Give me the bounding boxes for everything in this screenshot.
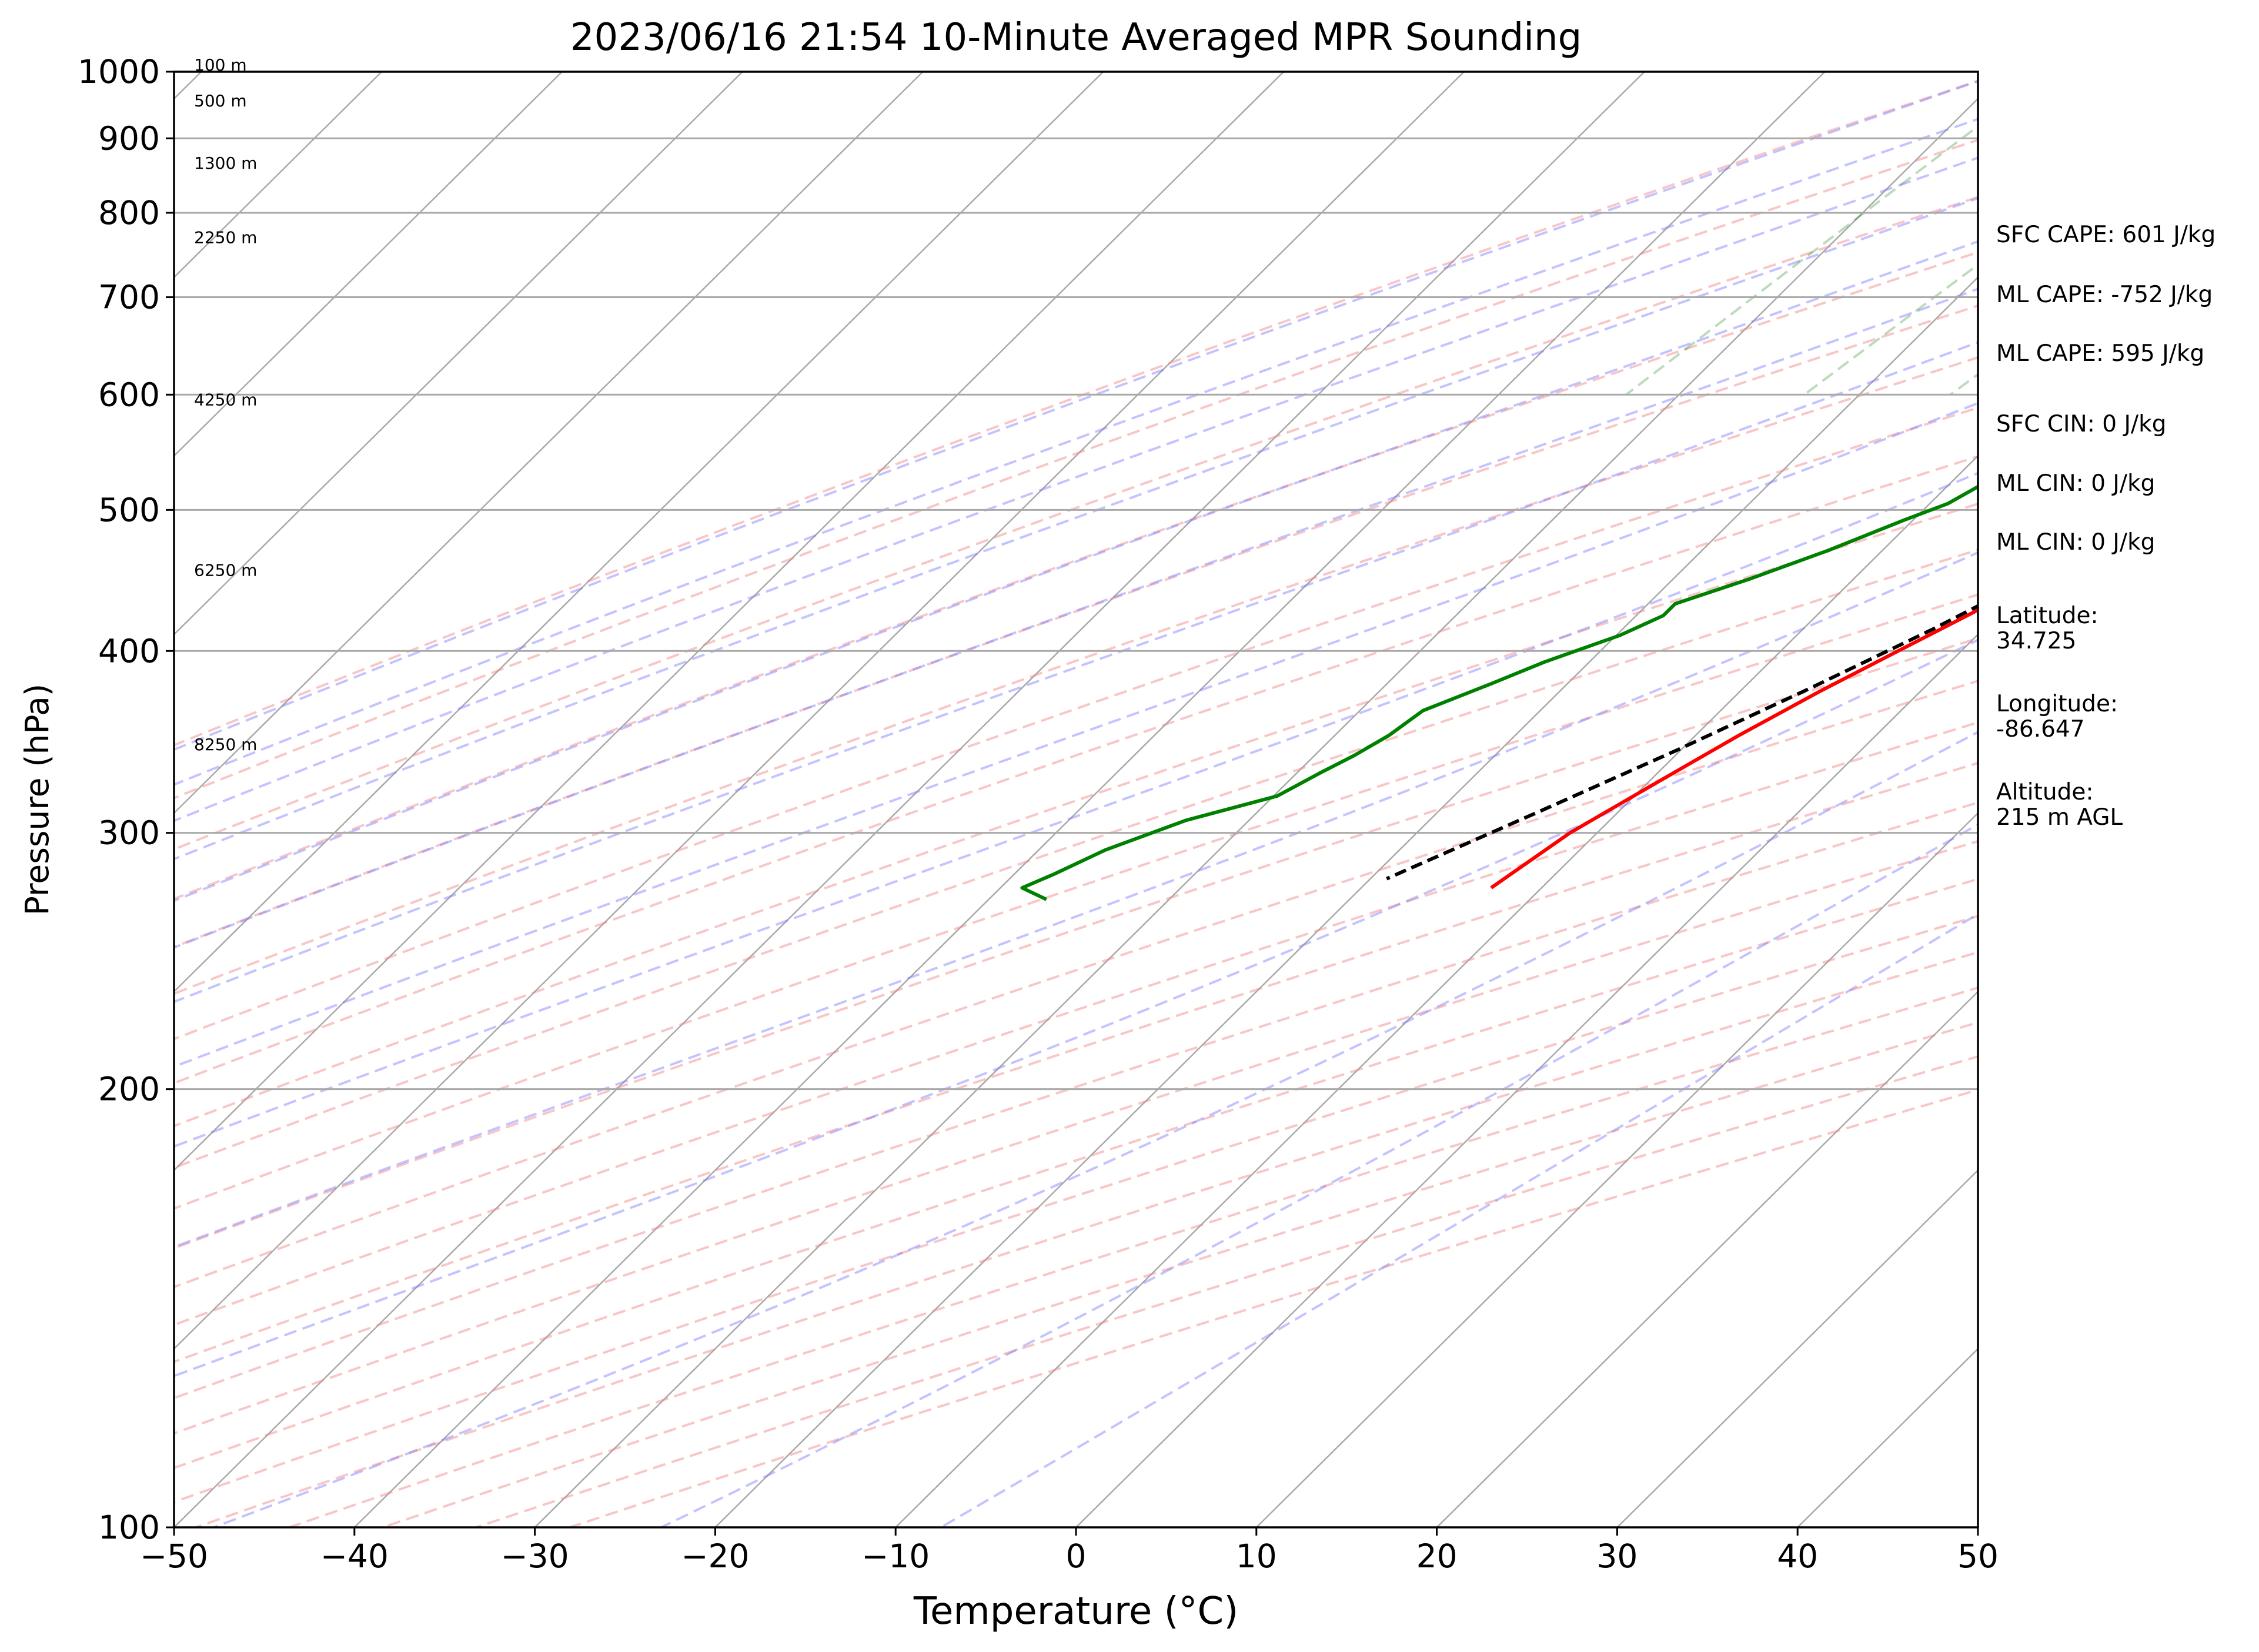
height-label: 6250 m [194,560,257,580]
latitude-label: Latitude: [1996,603,2098,629]
dry-adiabat-line [174,801,1978,1400]
moist-adiabat-line [940,912,1978,1527]
dry-adiabat-line [174,356,1978,995]
isotherm-line [174,72,924,814]
x-tick-label: −40 [320,1537,389,1575]
x-axis-label: Temperature (°C) [913,1590,1238,1633]
x-tick-label: 10 [1236,1537,1277,1575]
x-tick-label: 50 [1957,1537,1999,1575]
height-label: 500 m [194,91,247,111]
isotherm-line [1436,990,1978,1527]
altitude-label: Altitude: [1996,779,2094,805]
dry-adiabat-line [174,680,1978,1289]
y-tick-label: 800 [98,194,160,232]
x-tick-label: −10 [861,1537,930,1575]
pressure-gridlines [174,137,1978,1091]
altitude-value: 215 m AGL [1996,804,2123,831]
ml-cape-text-1: ML CAPE: -752 J/kg [1996,282,2213,308]
x-tick-label: 30 [1596,1537,1638,1575]
height-label: 8250 m [194,735,257,754]
x-tick-label: −50 [140,1537,208,1575]
isotherm-line [174,72,1645,1527]
isotherm-line [174,72,743,636]
moist-adiabat-line [660,823,1978,1527]
x-tick-label: −30 [501,1537,569,1575]
sounding-profile-line-1 [1490,607,1978,889]
isotherm-line [174,72,1465,1350]
height-label: 2250 m [194,228,257,247]
isotherm-line [714,276,1978,1527]
x-tick-label: 0 [1066,1537,1087,1575]
sfc-cape-text: SFC CAPE: 601 J/kg [1996,222,2216,248]
moist-adiabat-line [174,196,1978,861]
y-tick-label: 900 [98,119,160,157]
dry-adiabat-line [174,304,1978,948]
x-tick-label: −20 [681,1537,749,1575]
latitude-value: 34.725 [1996,628,2077,654]
moist-adiabat-line [174,156,1978,822]
y-tick-label: 1000 [78,53,160,91]
chart-title: 2023/06/16 21:54 10-Minute Averaged MPR … [570,16,1582,59]
mixing-ratio-line [1803,263,1978,396]
moist-adiabat-line [174,402,1978,1068]
y-tick-label: 100 [98,1509,160,1546]
dry-adiabat-line [174,761,1978,1363]
y-tick-label: 600 [98,376,160,413]
height-labels: 8250 m 6250 m 4250 m 2250 m 1300 m 500 m 100 m [194,55,257,754]
y-tick-label: 500 [98,491,160,529]
y-tick-label: 700 [98,279,160,316]
moist-adiabat-line [174,80,1978,751]
height-label: 4250 m [194,390,257,410]
ml-cin-text-1: ML CIN: 0 J/kg [1996,470,2156,497]
dry-adiabat-line [174,250,1978,901]
x-axis-ticks: −50 −40 −30 −20 −10 0 10 20 30 40 50 [140,1527,1999,1575]
isotherm-line [174,72,1104,993]
isotherm-line [1616,1169,1978,1527]
isotherm-line [1255,812,1978,1527]
height-label: 100 m [194,55,247,75]
dry-adiabat-line [174,878,1978,1470]
dry-adiabat-line [174,196,1978,851]
isotherm-line [1075,633,1978,1527]
y-tick-label: 300 [98,814,160,852]
background-reference-lines [174,72,1978,1527]
moist-adiabat-line [174,471,1978,1148]
dry-adiabat-line [174,721,1978,1326]
y-axis-ticks: 100 200 300 400 500 600 700 800 900 1000 [78,53,174,1546]
moist-adiabat-line [174,551,1978,1249]
dry-adiabat-line [174,637,1978,1250]
dry-adiabat-line [174,79,1978,747]
isotherm-line [174,72,563,457]
isotherm-line [174,72,1285,1172]
dry-adiabat-line [174,840,1978,1435]
longitude-value: -86.647 [1996,716,2085,743]
moist-adiabat-line [174,340,1978,1004]
height-label: 1300 m [194,153,257,173]
sounding-profile-line-3 [1386,604,1978,881]
dry-adiabat-line [174,915,1978,1503]
sfc-cin-text: SFC CIN: 0 J/kg [1996,411,2167,437]
x-tick-label: 20 [1416,1537,1458,1575]
moist-adiabat-line [174,118,1978,786]
longitude-label: Longitude: [1996,691,2118,717]
ml-cape-text-2: ML CAPE: 595 J/kg [1996,340,2205,367]
ml-cin-text-2: ML CIN: 0 J/kg [1996,529,2156,556]
dry-adiabat-line [174,593,1978,1210]
x-tick-label: 40 [1777,1537,1818,1575]
sounding-profiles [1020,484,1978,901]
moist-adiabat-line [174,240,1978,902]
y-tick-label: 200 [98,1071,160,1108]
dry-adiabat-line [174,406,1978,1041]
sounding-profile-line-2 [1020,484,1978,901]
y-axis-label: Pressure (hPa) [18,684,56,916]
isotherm-line [353,72,1826,1527]
y-tick-label: 400 [98,632,160,670]
sounding-parameters-panel: SFC CAPE: 601 J/kg ML CAPE: -752 J/kg ML… [1996,0,2215,829]
